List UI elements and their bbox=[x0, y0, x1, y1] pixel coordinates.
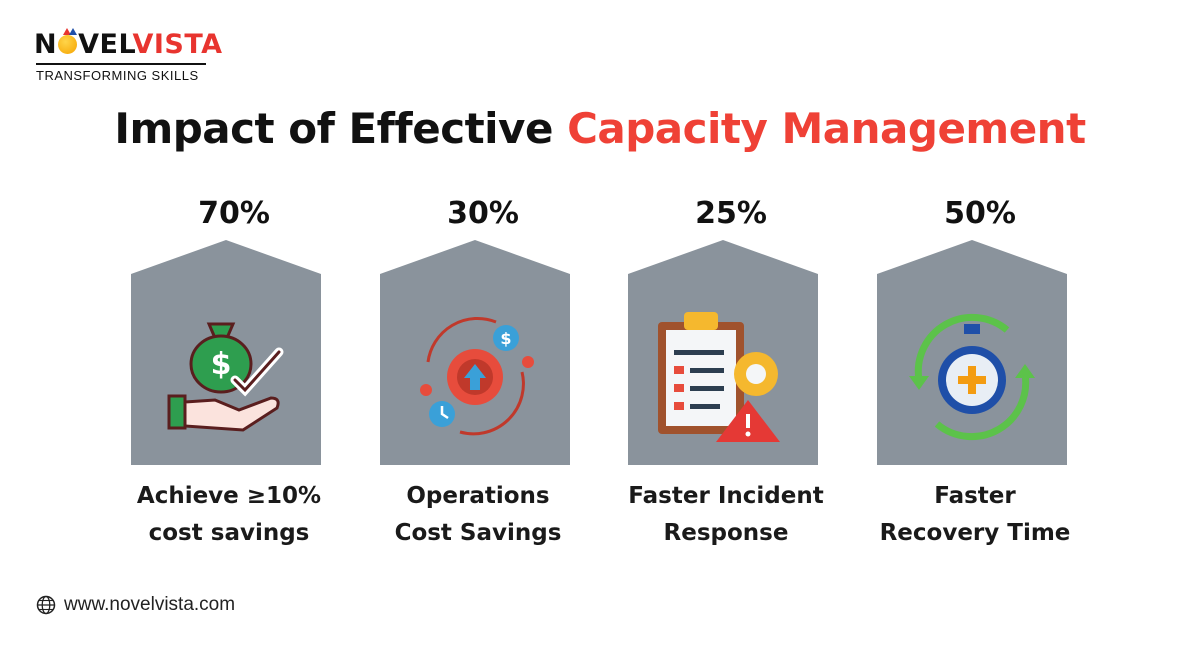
stat-percent: 30% bbox=[447, 196, 519, 231]
brand-logo: N VELVISTA TRANSFORMING SKILLS bbox=[34, 28, 234, 83]
logo-text-n: N bbox=[34, 29, 58, 60]
stat-house-panel bbox=[628, 240, 818, 465]
logo-tagline: TRANSFORMING SKILLS bbox=[36, 68, 199, 83]
footer-website: www.novelvista.com bbox=[36, 594, 235, 616]
stat-label: Faster Incident Response bbox=[611, 478, 841, 552]
stat-label-line2: cost savings bbox=[148, 520, 310, 546]
stat-house-panel: $ bbox=[380, 240, 570, 465]
stat-label: Achieve ≥10% cost savings bbox=[114, 478, 344, 552]
page-title: Impact of Effective Capacity Management bbox=[0, 104, 1200, 153]
title-dark-part: Impact of Effective bbox=[114, 104, 553, 153]
title-red-part: Capacity Management bbox=[567, 104, 1086, 153]
stat-label-line2: Cost Savings bbox=[394, 520, 562, 546]
globe-icon bbox=[36, 595, 56, 615]
website-link[interactable]: www.novelvista.com bbox=[64, 594, 236, 615]
logo-text-vel: VEL bbox=[78, 29, 133, 60]
svg-text:$: $ bbox=[211, 347, 232, 382]
stat-label: Operations Cost Savings bbox=[363, 478, 593, 552]
stat-label-line1: Operations bbox=[406, 483, 550, 509]
svg-text:$: $ bbox=[500, 329, 511, 348]
gear-cycle-dollar-icon: $ bbox=[420, 317, 534, 436]
stat-label-line1: Faster Incident bbox=[628, 483, 824, 509]
money-bag-hand-icon: $ bbox=[167, 322, 284, 432]
stat-label-line2: Response bbox=[663, 520, 789, 546]
stat-percent: 25% bbox=[695, 196, 767, 231]
stat-label: Faster Recovery Time bbox=[860, 478, 1090, 552]
stat-house-panel: $ bbox=[131, 240, 321, 465]
logo-o-emblem-icon bbox=[58, 28, 78, 54]
stat-label-line2: Recovery Time bbox=[879, 520, 1071, 546]
stat-house-panel bbox=[877, 240, 1067, 465]
stat-percent: 70% bbox=[198, 196, 270, 231]
logo-text-vista: VISTA bbox=[132, 29, 223, 60]
stat-label-line1: Achieve ≥10% bbox=[136, 483, 322, 509]
stopwatch-cycle-icon bbox=[909, 313, 1035, 441]
stat-label-line1: Faster bbox=[934, 483, 1016, 509]
logo-divider bbox=[36, 63, 206, 65]
clipboard-warning-icon bbox=[658, 312, 780, 442]
stat-percent: 50% bbox=[944, 196, 1016, 231]
logo-wordmark: N VELVISTA bbox=[34, 28, 234, 60]
